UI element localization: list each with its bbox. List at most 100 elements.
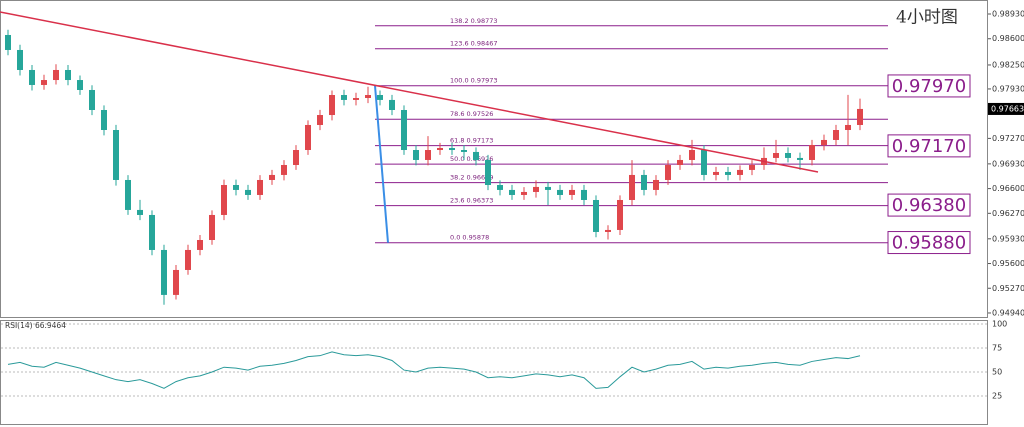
price-box-label: 0.97970 bbox=[892, 76, 966, 97]
candle-body bbox=[521, 191, 527, 195]
candle-body bbox=[485, 159, 491, 186]
candle-body bbox=[137, 209, 143, 215]
candle-body bbox=[857, 108, 863, 125]
candle-body bbox=[509, 189, 515, 195]
candle-body bbox=[809, 144, 815, 160]
candle-body bbox=[605, 229, 611, 232]
candle-body bbox=[173, 269, 179, 295]
rsi-panel bbox=[0, 320, 988, 425]
price-box bbox=[887, 193, 971, 217]
candle-body bbox=[413, 150, 419, 160]
y-tick-label: 0.96600 bbox=[992, 184, 1024, 193]
candle-body bbox=[749, 164, 755, 170]
candle-body bbox=[581, 189, 587, 200]
y-tick-label: 0.96270 bbox=[992, 209, 1024, 218]
candle-body bbox=[425, 150, 431, 160]
fib-label: 78.6 0.97526 bbox=[450, 110, 493, 118]
candle-body bbox=[53, 69, 59, 81]
candle-body bbox=[269, 174, 275, 180]
candle-body bbox=[773, 153, 779, 158]
candle-body bbox=[125, 179, 131, 210]
candle-body bbox=[677, 159, 683, 165]
candle-body bbox=[389, 99, 395, 110]
last-price-label: 0.97663 bbox=[991, 104, 1024, 113]
fib-label: 38.2 0.96679 bbox=[450, 174, 493, 182]
y-tick-label: 0.98600 bbox=[992, 34, 1024, 43]
y-tick-label: 0.98250 bbox=[992, 60, 1024, 69]
candle-body bbox=[497, 185, 503, 190]
price-box-label: 0.95880 bbox=[892, 233, 966, 254]
price-box-label: 0.97170 bbox=[892, 136, 966, 157]
rsi-line bbox=[7, 351, 861, 389]
candle-body bbox=[197, 239, 203, 250]
fib-label: 138.2 0.98773 bbox=[450, 17, 498, 25]
fib-label: 123.6 0.98467 bbox=[450, 40, 498, 48]
y-tick-label: 0.96930 bbox=[992, 159, 1024, 168]
candle-body bbox=[317, 115, 323, 125]
candle-body bbox=[377, 95, 383, 100]
candle-body bbox=[701, 150, 707, 175]
y-tick-label: 0.94940 bbox=[992, 308, 1024, 317]
candle-body bbox=[689, 150, 695, 160]
candle-body bbox=[161, 249, 167, 295]
candle-body bbox=[617, 199, 623, 230]
candle-body bbox=[17, 49, 23, 70]
candle-body bbox=[293, 150, 299, 165]
candle-body bbox=[653, 179, 659, 190]
candle-body bbox=[461, 150, 467, 152]
chart-title: 4小时图 bbox=[896, 8, 958, 28]
price-box-label: 0.96380 bbox=[892, 195, 966, 216]
y-tick-label: 0.97930 bbox=[992, 84, 1024, 93]
candle-body bbox=[641, 174, 647, 190]
candle-body bbox=[833, 130, 839, 140]
candle-body bbox=[845, 124, 851, 131]
candle-body bbox=[437, 147, 443, 151]
candle-body bbox=[365, 95, 371, 99]
candle-body bbox=[89, 89, 95, 110]
fib-label: 23.6 0.96373 bbox=[450, 197, 493, 205]
candle-body bbox=[101, 109, 107, 131]
candle-body bbox=[65, 69, 71, 81]
y-tick-label: 0.95930 bbox=[992, 234, 1024, 243]
candle-body bbox=[737, 169, 743, 175]
candle-body bbox=[557, 189, 563, 195]
candle-body bbox=[185, 249, 191, 270]
fib-label: 61.8 0.97173 bbox=[450, 137, 493, 145]
candle-body bbox=[545, 186, 551, 190]
candle-body bbox=[5, 34, 11, 50]
y-tick-label: 0.98930 bbox=[992, 10, 1024, 19]
y-tick-label: 0.95270 bbox=[992, 284, 1024, 293]
candle-body bbox=[629, 174, 635, 200]
price-box bbox=[887, 74, 971, 98]
last-price-marker bbox=[988, 102, 1024, 115]
candle-body bbox=[725, 171, 731, 175]
candle-body bbox=[245, 189, 251, 195]
y-tick-label: 0.95600 bbox=[992, 259, 1024, 268]
candle-body bbox=[305, 124, 311, 151]
candle-body bbox=[41, 80, 47, 85]
rsi-tick-label: 75 bbox=[992, 344, 1002, 353]
fib-base-line bbox=[374, 85, 389, 243]
price-box bbox=[887, 134, 971, 158]
candle-body bbox=[785, 153, 791, 158]
candle-body bbox=[665, 164, 671, 180]
candle-body bbox=[473, 151, 479, 160]
candle-body bbox=[29, 69, 35, 85]
candle-body bbox=[797, 157, 803, 160]
main-panel bbox=[0, 0, 988, 318]
fib-label: 0.0 0.95878 bbox=[450, 234, 489, 242]
candle-body bbox=[329, 95, 335, 116]
candle-body bbox=[341, 95, 347, 100]
candle-body bbox=[713, 171, 719, 175]
rsi-tick-label: 50 bbox=[992, 368, 1002, 377]
candle-body bbox=[77, 80, 83, 90]
candle-body bbox=[449, 147, 455, 151]
rsi-label: RSI(14) 66.9464 bbox=[5, 321, 66, 330]
candle-body bbox=[533, 186, 539, 192]
candle-body bbox=[257, 179, 263, 195]
y-tick-label: 0.97270 bbox=[992, 134, 1024, 143]
candle-body bbox=[569, 189, 575, 195]
candle-body bbox=[149, 214, 155, 250]
candle-body bbox=[593, 199, 599, 232]
